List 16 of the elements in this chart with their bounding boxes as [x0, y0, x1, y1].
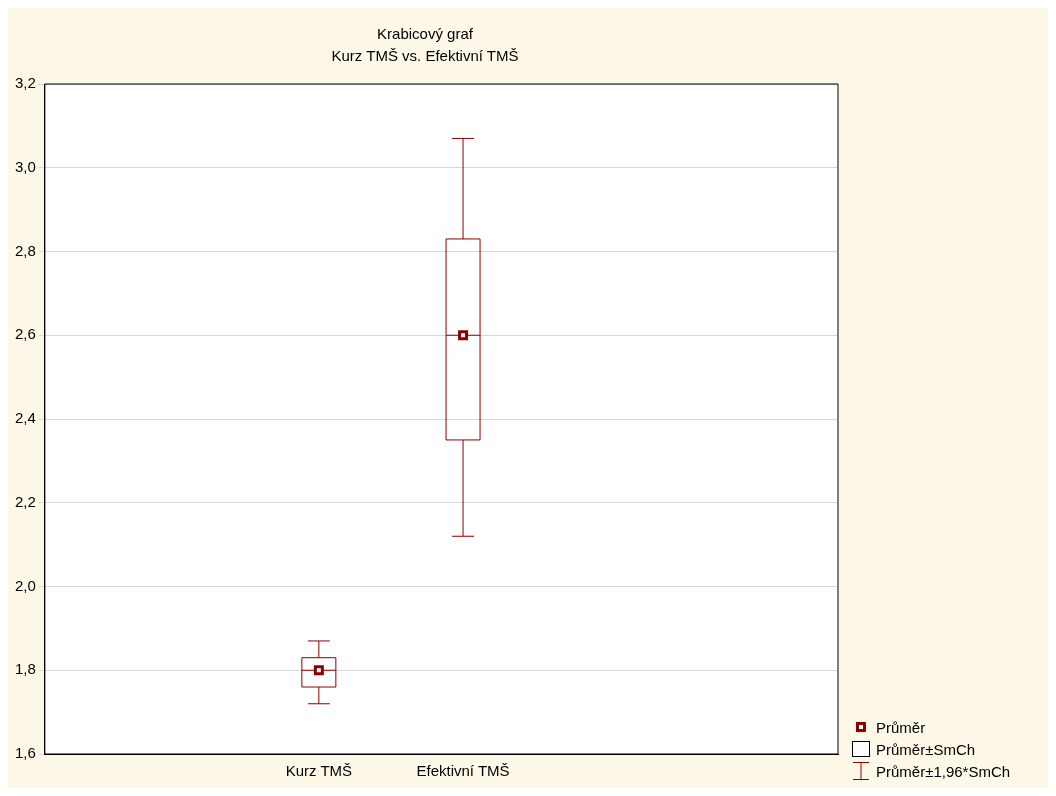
y-tick-label: 2,4 — [14, 409, 36, 427]
y-tick-label: 2,8 — [14, 241, 36, 259]
text: Průměr — [876, 718, 926, 736]
text: Průměr±SmCh — [876, 740, 976, 758]
x-tick-label: Efektivní TMŠ — [416, 762, 510, 780]
y-tick-label: 2,0 — [14, 576, 36, 594]
y-tick-label: 3,0 — [14, 157, 36, 175]
y-tick-label: 1,8 — [14, 660, 36, 678]
y-tick-label: 3,2 — [14, 74, 36, 92]
text: Průměr±1,96*SmCh — [876, 762, 1011, 780]
y-tick-label: 2,6 — [14, 325, 36, 343]
chart-title: Krabicový graf — [377, 25, 474, 43]
y-tick-label: 1,6 — [14, 744, 36, 762]
y-tick-label: 2,2 — [14, 492, 36, 510]
chart-subtitle: Kurz TMŠ vs. Efektivní TMŠ — [331, 47, 519, 65]
x-tick-label: Kurz TMŠ — [285, 762, 353, 780]
